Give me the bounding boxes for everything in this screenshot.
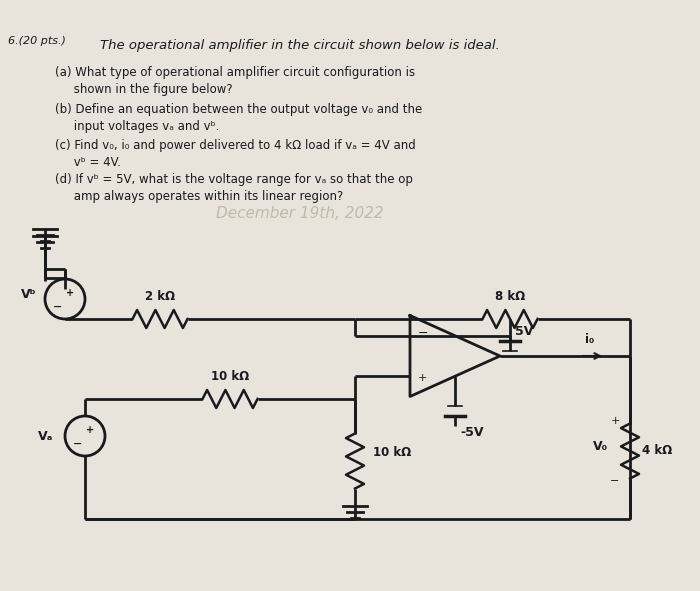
Text: December 19th, 2022: December 19th, 2022 <box>216 206 384 220</box>
Text: +: + <box>86 425 94 435</box>
Text: +: + <box>418 374 428 383</box>
Text: −: − <box>53 302 63 312</box>
Text: +: + <box>66 288 74 298</box>
Text: (b) Define an equation between the output voltage v₀ and the
     input voltages: (b) Define an equation between the outpu… <box>55 103 422 133</box>
Text: 8 kΩ: 8 kΩ <box>495 290 525 303</box>
Text: 5V: 5V <box>515 326 533 339</box>
Text: (d) If vᵇ = 5V, what is the voltage range for vₐ so that the op
     amp always : (d) If vᵇ = 5V, what is the voltage rang… <box>55 173 413 203</box>
Text: 4 kΩ: 4 kΩ <box>642 444 672 457</box>
Text: 2 kΩ: 2 kΩ <box>145 290 175 303</box>
Text: −: − <box>610 476 620 486</box>
Text: Vₐ: Vₐ <box>38 430 53 443</box>
Text: -5V: -5V <box>460 426 484 439</box>
Text: (c) Find v₀, i₀ and power delivered to 4 kΩ load if vₐ = 4V and
     vᵇ = 4V.: (c) Find v₀, i₀ and power delivered to 4… <box>55 139 416 169</box>
Text: 10 kΩ: 10 kΩ <box>373 446 412 459</box>
Text: The operational amplifier in the circuit shown below is ideal.: The operational amplifier in the circuit… <box>100 39 500 52</box>
Text: V₀: V₀ <box>593 440 608 453</box>
Text: Vᵇ: Vᵇ <box>22 287 37 300</box>
Text: i₀: i₀ <box>585 333 594 346</box>
Text: −: − <box>418 327 428 340</box>
Text: −: − <box>74 439 83 449</box>
Text: +: + <box>610 416 620 426</box>
Text: 10 kΩ: 10 kΩ <box>211 370 249 383</box>
Text: 6.(20 pts.): 6.(20 pts.) <box>8 36 66 46</box>
Text: (a) What type of operational amplifier circuit configuration is
     shown in th: (a) What type of operational amplifier c… <box>55 66 415 96</box>
